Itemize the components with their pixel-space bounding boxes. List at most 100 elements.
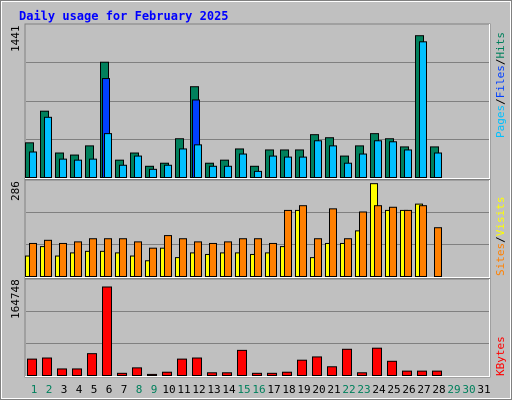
chart-title: Daily usage for February 2025	[19, 9, 229, 23]
bar-sites	[164, 235, 172, 278]
bar-pages	[134, 155, 142, 178]
bar-pages	[224, 165, 232, 178]
bar-kbytes	[267, 372, 277, 377]
day-label: 27	[417, 383, 430, 396]
bar-kbytes	[117, 372, 127, 377]
bar-pages	[29, 151, 37, 178]
bar-pages	[89, 158, 97, 179]
bar-pages	[374, 140, 382, 178]
legend-slash-3: /	[494, 236, 507, 243]
legend-slash-1: /	[494, 98, 507, 105]
bar-kbytes	[222, 372, 232, 376]
day-label: 8	[136, 383, 143, 396]
bar-sites	[404, 209, 412, 277]
y-max-bot: 164748	[9, 279, 22, 319]
bar-sites	[434, 227, 442, 277]
bar-pages	[209, 165, 217, 178]
bar-kbytes	[402, 370, 412, 377]
bar-kbytes	[207, 372, 217, 376]
legend-slash-2: /	[494, 59, 507, 66]
bar-sites	[224, 241, 232, 277]
bar-pages	[419, 41, 427, 179]
bar-pages	[299, 156, 307, 179]
bar-sites	[269, 242, 277, 277]
day-label: 22	[342, 383, 355, 396]
bar-sites	[329, 208, 337, 277]
day-label: 18	[282, 383, 295, 396]
day-label: 24	[372, 383, 386, 396]
bar-kbytes	[372, 347, 382, 376]
bar-kbytes	[177, 358, 187, 376]
day-label: 25	[387, 383, 400, 396]
bar-sites	[104, 238, 112, 277]
bar-sites	[344, 238, 352, 277]
legend-files: Files	[494, 65, 507, 98]
bar-kbytes	[432, 370, 442, 377]
bar-pages	[149, 168, 157, 179]
day-label: 30	[462, 383, 475, 396]
day-label: 9	[151, 383, 158, 396]
day-label: 21	[327, 383, 340, 396]
day-label: 20	[312, 383, 325, 396]
bar-kbytes	[342, 348, 352, 377]
bar-pages	[269, 155, 277, 178]
bar-sites	[419, 205, 427, 277]
bar-sites	[194, 241, 202, 277]
bar-pages	[434, 152, 442, 178]
bar-pages	[239, 153, 247, 178]
bar-pages	[59, 158, 67, 179]
day-label: 26	[402, 383, 415, 396]
bar-kbytes	[237, 349, 247, 376]
bar-kbytes	[162, 371, 172, 376]
bar-sites	[134, 241, 142, 277]
day-label: 28	[432, 383, 445, 396]
bar-kbytes	[27, 358, 37, 376]
bar-sites	[179, 238, 187, 277]
bar-sites	[29, 242, 37, 277]
bar-pages	[164, 164, 172, 178]
bar-pages	[344, 162, 352, 178]
bar-sites	[119, 238, 127, 277]
legend-mid: Sites/Visits	[494, 197, 507, 277]
bar-pages	[314, 140, 322, 178]
day-label: 5	[91, 383, 98, 396]
bar-sites	[149, 247, 157, 277]
bar-pages	[74, 159, 82, 179]
bar-sites	[44, 239, 52, 277]
bar-sites	[359, 211, 367, 278]
bar-pages	[284, 156, 292, 179]
legend-pages: Pages	[494, 105, 507, 138]
bar-kbytes	[252, 372, 262, 377]
bar-kbytes	[102, 286, 112, 376]
bar-pages	[44, 116, 52, 178]
bar-kbytes	[387, 360, 397, 376]
day-label: 7	[121, 383, 128, 396]
bar-pages	[104, 133, 112, 178]
bar-sites	[374, 205, 382, 277]
day-label: 15	[237, 383, 250, 396]
day-label: 6	[106, 383, 113, 396]
bar-kbytes	[87, 353, 97, 376]
bar-sites	[254, 238, 262, 277]
day-label: 10	[162, 383, 175, 396]
bar-pages	[404, 149, 412, 179]
day-label: 2	[46, 383, 53, 396]
bar-pages	[194, 144, 202, 178]
bar-kbytes	[327, 366, 337, 376]
bar-pages	[119, 164, 127, 178]
bar-pages	[179, 148, 187, 179]
bar-kbytes	[297, 359, 307, 377]
day-label: 19	[297, 383, 310, 396]
legend-hits: Hits	[494, 32, 507, 59]
bar-sites	[74, 241, 82, 277]
day-label: 23	[357, 383, 370, 396]
bar-sites	[239, 238, 247, 277]
bar-kbytes	[42, 357, 52, 377]
bar-kbytes	[357, 372, 367, 376]
day-label: 4	[76, 383, 83, 396]
bar-sites	[299, 205, 307, 277]
bar-kbytes	[132, 367, 142, 377]
bar-kbytes	[192, 357, 202, 377]
bar-pages	[359, 153, 367, 178]
